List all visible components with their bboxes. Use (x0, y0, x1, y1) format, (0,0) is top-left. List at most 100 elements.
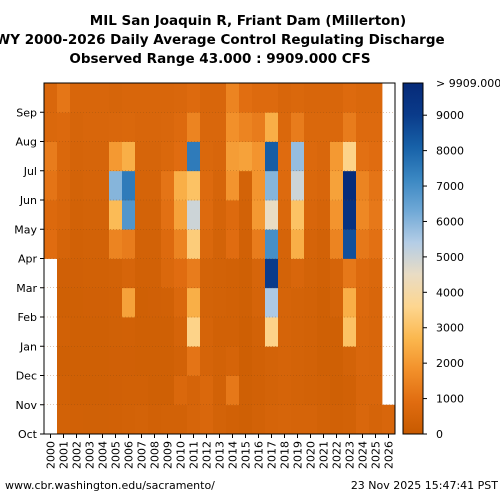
heatmap-cell-2020-mar (304, 258, 318, 289)
heatmap-cell-2016-oct (252, 404, 266, 435)
x-axis-year-ticks: 2000 2001 2002 2003 2004 2005 2006 2007 2008 2009… (45, 434, 396, 469)
heatmap-cell-2015-nov (239, 375, 253, 406)
heatmap-cell-2004-jan (96, 317, 110, 347)
heatmap-cell-2020-jul (304, 141, 318, 172)
heatmap-cell-2007-sep (135, 83, 149, 113)
heatmap-cell-2017-oct (265, 404, 279, 435)
heatmap-cell-2004-jun (96, 170, 110, 201)
x-tick-label-2013: 2013 (214, 441, 227, 469)
heatmap-cell-2013-feb (213, 287, 227, 318)
heatmap-cell-2021-mar (317, 258, 331, 289)
heatmap-cell-2019-mar (291, 258, 305, 289)
heatmap-cell-2017-jul (265, 141, 279, 172)
heatmap-cell-2004-dec (96, 346, 110, 376)
x-tick-label-2022: 2022 (331, 441, 344, 469)
heatmap-cell-2003-feb (83, 287, 97, 318)
heatmap-cell-2023-jul (343, 141, 357, 172)
x-tick-label-2019: 2019 (292, 441, 305, 469)
heatmap-cell-2006-jan (122, 317, 136, 347)
heatmap-cell-2009-oct (161, 404, 175, 435)
heatmap-cell-2024-may (356, 200, 370, 230)
heatmap-cell-2015-may (239, 200, 253, 230)
heatmap-cell-2023-jun (343, 170, 357, 201)
heatmap-cell-2020-aug (304, 112, 318, 142)
heatmap-cell-2002-sep (70, 83, 84, 113)
x-tick-label-2000: 2000 (45, 441, 58, 469)
heatmap-cell-2005-feb (109, 287, 123, 318)
y-tick-label-jun: Jun (19, 194, 37, 207)
heatmap-cell-2023-aug (343, 112, 357, 142)
heatmap-cell-2004-nov (96, 375, 110, 406)
heatmap-cell-2017-mar (265, 258, 279, 289)
heatmap-cell-2024-apr (356, 229, 370, 259)
heatmap-cell-2004-may (96, 200, 110, 230)
heatmap-cell-2018-mar (278, 258, 292, 289)
heatmap-cell-2008-oct (148, 404, 162, 435)
heatmap-cell-2003-jun (83, 170, 97, 201)
heatmap-cell-2023-sep (343, 83, 357, 113)
heatmap-cell-2024-feb (356, 287, 370, 318)
heatmap-cell-2006-sep (122, 83, 136, 113)
heatmap-cell-2003-mar (83, 258, 97, 289)
heatmap-cell-2022-sep (330, 83, 344, 113)
heatmap-cell-2009-aug (161, 112, 175, 142)
heatmap-cell-2025-aug (369, 112, 383, 142)
heatmap-cell-2000-jun (44, 170, 58, 201)
heatmap-cell-2026-oct (382, 404, 396, 435)
heatmap-cell-2017-nov (265, 375, 279, 406)
heatmap-cell-2014-apr (226, 229, 240, 259)
heatmap-cell-2016-jul (252, 141, 266, 172)
heatmap-cell-2005-may (109, 200, 123, 230)
heatmap-cell-2013-sep (213, 83, 227, 113)
heatmap-cell-2013-jul (213, 141, 227, 172)
heatmap-cell-2014-mar (226, 258, 240, 289)
heatmap-cell-2013-mar (213, 258, 227, 289)
heatmap-cell-2011-oct (187, 404, 201, 435)
heatmap-cell-2016-may (252, 200, 266, 230)
heatmap-cell-2006-aug (122, 112, 136, 142)
heatmap-cell-2001-jun (57, 170, 71, 201)
x-tick-label-2011: 2011 (188, 441, 201, 469)
heatmap-cell-2017-aug (265, 112, 279, 142)
heatmap-cell-2007-nov (135, 375, 149, 406)
heatmap-cell-2023-mar (343, 258, 357, 289)
heatmap-cell-2002-feb (70, 287, 84, 318)
heatmap-cell-2023-apr (343, 229, 357, 259)
heatmap-cell-2001-apr (57, 229, 71, 259)
heatmap-cell-2019-oct (291, 404, 305, 435)
heatmap-cell-2003-apr (83, 229, 97, 259)
x-tick-label-2016: 2016 (253, 441, 266, 469)
heatmap-cell-2015-sep (239, 83, 253, 113)
heatmap-cell-2021-aug (317, 112, 331, 142)
heatmap-cell-2025-apr (369, 229, 383, 259)
heatmap-cell-2003-may (83, 200, 97, 230)
heatmap-cell-2017-apr (265, 229, 279, 259)
heatmap-cell-2019-jul (291, 141, 305, 172)
heatmap-cell-2003-jan (83, 317, 97, 347)
heatmap-cell-2004-oct (96, 404, 110, 435)
heatmap-cell-2009-feb (161, 287, 175, 318)
y-tick-label-dec: Dec (16, 370, 37, 383)
colorbar-tick-label-3000: 3000 (436, 322, 464, 335)
heatmap-cell-2021-oct (317, 404, 331, 435)
heatmap-cell-2007-aug (135, 112, 149, 142)
y-axis-month-ticks: Oct Nov Dec Jan Feb Mar Apr May Jun Jul Aug Sep (14, 106, 44, 441)
heatmap-cell-2018-aug (278, 112, 292, 142)
heatmap-cell-2020-oct (304, 404, 318, 435)
heatmap-cell-2019-jun (291, 170, 305, 201)
heatmap-cell-2025-dec (369, 346, 383, 376)
heatmap-cell-2022-feb (330, 287, 344, 318)
y-tick-label-mar: Mar (16, 282, 37, 295)
heatmap-cell-2020-sep (304, 83, 318, 113)
heatmap-cell-2012-jan (200, 317, 214, 347)
heatmap-cell-2015-feb (239, 287, 253, 318)
heatmap-cell-2014-sep (226, 83, 240, 113)
heatmap-cell-2017-may (265, 200, 279, 230)
heatmap-cell-2016-aug (252, 112, 266, 142)
heatmap-cell-2010-sep (174, 83, 188, 113)
heatmap-cell-2009-may (161, 200, 175, 230)
heatmap-cell-2025-jun (369, 170, 383, 201)
x-tick-label-2002: 2002 (71, 441, 84, 469)
heatmap-cell-2005-apr (109, 229, 123, 259)
